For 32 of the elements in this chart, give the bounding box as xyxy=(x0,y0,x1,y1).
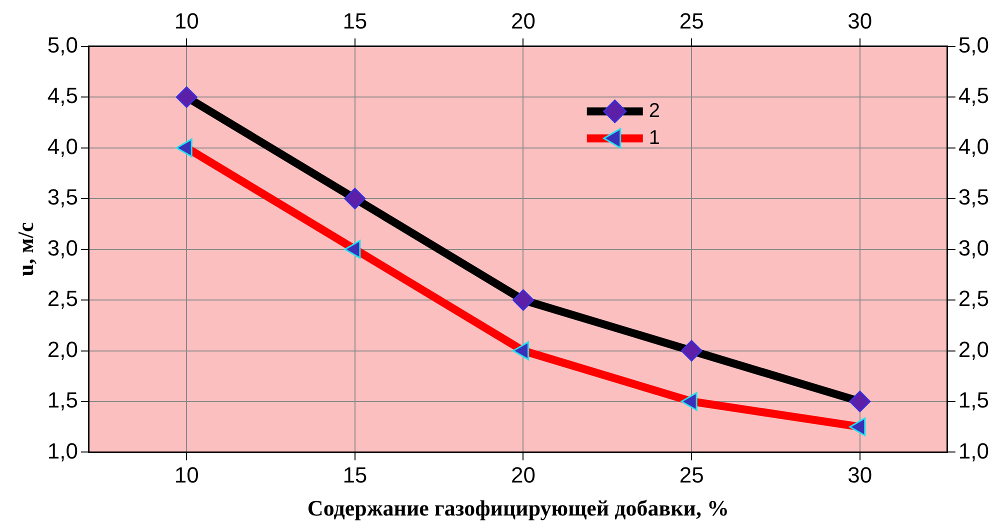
legend-label: 2 xyxy=(648,100,660,122)
y2-tick-label: 4,0 xyxy=(958,134,990,159)
x2-tick-label: 10 xyxy=(174,8,199,34)
y-axis-title: u, м/с xyxy=(12,222,38,276)
y-tick-label: 5,0 xyxy=(47,32,78,58)
y2-tick-label: 5,0 xyxy=(958,32,990,58)
x2-tick-label: 20 xyxy=(511,8,536,34)
y-tick-label: 4,5 xyxy=(47,83,78,108)
y-tick-label: 1,5 xyxy=(47,388,78,413)
y2-tick-label: 4,5 xyxy=(958,83,990,108)
x2-tick-label: 15 xyxy=(342,8,368,34)
y-tick-label: 3,5 xyxy=(47,184,78,210)
y2-tick-label: 1,5 xyxy=(958,388,990,413)
y2-tick-label: 3,5 xyxy=(958,184,990,210)
y2-tick-label: 2,0 xyxy=(958,336,990,362)
x-tick-label: 25 xyxy=(679,462,704,488)
y-tick-label: 1,0 xyxy=(47,438,78,464)
y2-tick-label: 1,0 xyxy=(958,438,990,464)
x-tick-label: 20 xyxy=(511,462,536,488)
x-tick-label: 30 xyxy=(848,462,872,488)
x-axis-title: Содержание газофицирующей добавки, % xyxy=(307,495,729,520)
y2-tick-label: 3,0 xyxy=(958,235,990,260)
x-tick-label: 15 xyxy=(342,462,368,488)
x-tick-label: 10 xyxy=(174,462,199,488)
legend-label: 1 xyxy=(648,126,660,149)
x2-tick-label: 25 xyxy=(679,8,704,34)
y-tick-label: 4,0 xyxy=(47,134,78,159)
y2-tick-label: 2,5 xyxy=(958,286,990,312)
y-tick-label: 2,5 xyxy=(47,286,78,312)
y-tick-label: 2,0 xyxy=(47,336,78,362)
x2-tick-label: 30 xyxy=(848,8,872,34)
y-tick-label: 3,0 xyxy=(47,235,78,260)
